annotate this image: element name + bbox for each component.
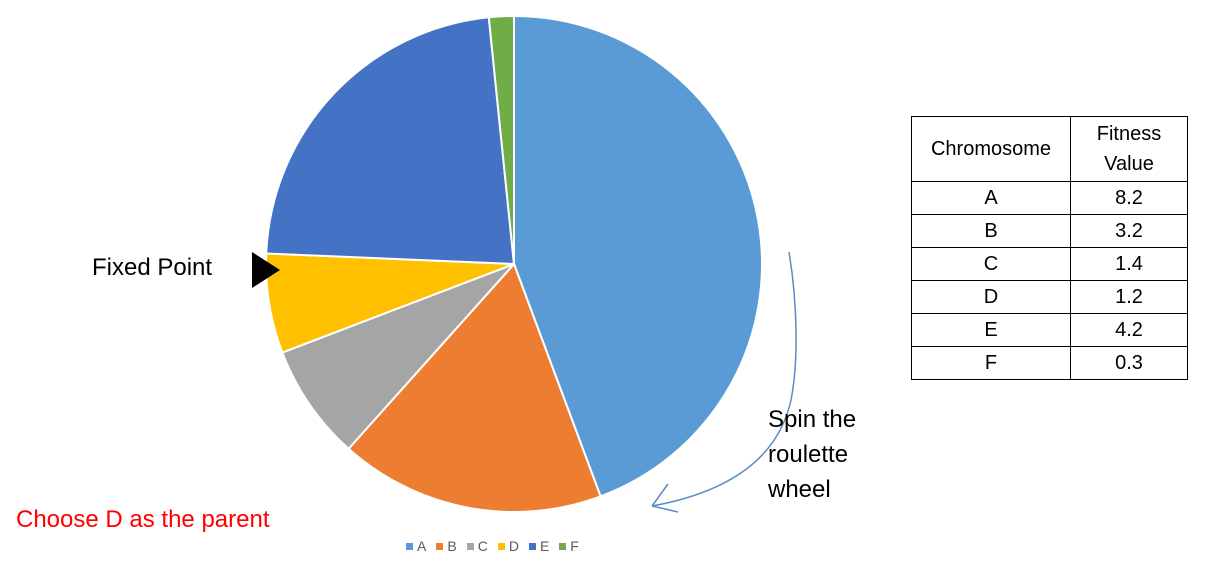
fitness-cell: 1.4 — [1070, 247, 1188, 281]
header-chromosome: Chromosome — [911, 116, 1071, 182]
table-row: D 1.2 — [911, 280, 1188, 314]
pie-slice-a — [513, 14, 763, 498]
legend-swatch — [466, 542, 474, 550]
legend-item: D — [497, 538, 519, 554]
legend-label: A — [417, 538, 427, 554]
legend-swatch — [528, 542, 536, 550]
pie-slice-b — [347, 262, 602, 513]
legend-swatch — [436, 542, 444, 550]
pie-slice-f — [487, 14, 515, 265]
legend-label: F — [570, 538, 579, 554]
legend-item: F — [559, 538, 579, 554]
table-row: E 4.2 — [911, 313, 1188, 347]
fitness-cell: 0.3 — [1070, 346, 1188, 380]
fitness-cell: 1.2 — [1070, 280, 1188, 314]
legend-item: B — [436, 538, 457, 554]
table-row: F 0.3 — [911, 346, 1188, 380]
legend-label: B — [447, 538, 457, 554]
chromosome-cell: C — [911, 247, 1071, 281]
spin-annotation: Spin the roulette wheel — [768, 402, 856, 507]
pie-slice-c — [281, 263, 515, 451]
chromosome-cell: F — [911, 346, 1071, 380]
fixed-point-pointer-icon — [252, 252, 280, 288]
spin-line-3: wheel — [768, 476, 831, 503]
header-fitness-value: Fitness Value — [1070, 116, 1188, 182]
legend-label: D — [508, 538, 519, 554]
table-row: C 1.4 — [911, 247, 1188, 281]
legend-swatch — [559, 542, 567, 550]
fitness-cell: 3.2 — [1070, 214, 1188, 248]
pie-slice-e — [265, 16, 516, 266]
table-row: B 3.2 — [911, 214, 1188, 248]
legend-swatch — [497, 542, 505, 550]
chart-legend: A B C D E F — [406, 538, 579, 554]
legend-swatch — [406, 542, 413, 550]
table-header-row: Chromosome Fitness Value — [911, 116, 1188, 182]
legend-item: C — [466, 538, 488, 554]
fitness-cell: 8.2 — [1070, 181, 1188, 215]
spin-arrow — [651, 251, 797, 513]
table-body: A 8.2 B 3.2 C 1.4 D 1.2 E 4.2 F 0.3 — [911, 181, 1188, 380]
legend-item: A — [406, 538, 426, 554]
legend-item: E — [528, 538, 550, 554]
spin-line-1: Spin the — [768, 406, 857, 433]
legend-label: E — [539, 538, 550, 554]
fitness-table: Chromosome Fitness Value A 8.2 B 3.2 C 1.4 D 1.… — [911, 116, 1188, 380]
fitness-cell: 4.2 — [1070, 313, 1188, 347]
chromosome-cell: A — [911, 181, 1071, 215]
choose-parent-text: Choose D as the parent — [16, 506, 270, 533]
table-row: A 8.2 — [911, 181, 1188, 215]
chromosome-cell: D — [911, 280, 1071, 314]
chromosome-cell: B — [911, 214, 1071, 248]
legend-label: C — [477, 538, 488, 554]
chromosome-cell: E — [911, 313, 1071, 347]
pie-slices — [265, 14, 763, 513]
spin-line-2: roulette — [768, 441, 849, 468]
fixed-point-label: Fixed Point — [92, 254, 213, 281]
